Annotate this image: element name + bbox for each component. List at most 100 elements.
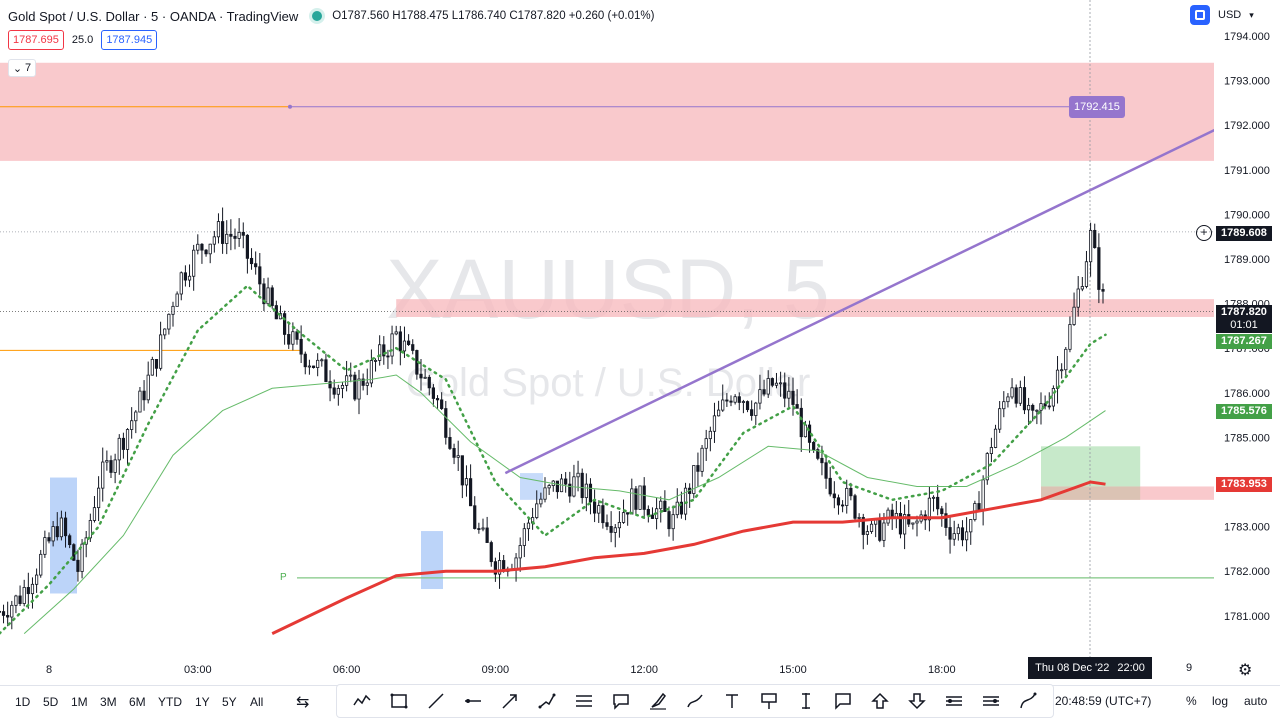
buy-button[interactable]: 1787.945: [101, 30, 158, 50]
candle-body: [696, 465, 700, 472]
candle-body: [671, 514, 675, 530]
arrow-down-tool-icon[interactable]: [906, 690, 928, 712]
timeframe-ytd-button[interactable]: YTD: [158, 695, 182, 709]
text-tool-icon[interactable]: [721, 690, 743, 712]
price-tick-label: 1783.000: [1224, 522, 1270, 534]
candle-body: [0, 610, 2, 613]
spread-value: 25.0: [71, 34, 94, 46]
percent-scale-toggle[interactable]: %: [1186, 694, 1197, 708]
candle-body: [130, 420, 134, 430]
timeframe-3m-button[interactable]: 3M: [100, 695, 117, 709]
candle-body: [80, 543, 84, 572]
bar-countdown: 01:01: [1230, 319, 1258, 331]
clock-timezone[interactable]: 20:48:59 (UTC+7): [1055, 694, 1152, 708]
candle-body: [138, 390, 142, 413]
candle-body: [406, 340, 411, 345]
time-tick-label: 8: [46, 664, 52, 676]
highlighter-tool-icon[interactable]: [684, 690, 706, 712]
candle-body: [1097, 247, 1101, 290]
currency-select[interactable]: USD: [1218, 9, 1242, 21]
candle-body: [431, 387, 436, 399]
add-alert-icon[interactable]: +: [1196, 225, 1212, 241]
candle-body: [493, 561, 498, 575]
price-tick-label: 1794.000: [1224, 31, 1270, 43]
gear-icon[interactable]: ⚙: [1238, 662, 1253, 679]
symbol-title[interactable]: Gold Spot / U.S. Dollar · 5 · OANDA · Tr…: [8, 8, 299, 24]
price-note-tool-icon[interactable]: [758, 690, 780, 712]
arrow-up-tool-icon[interactable]: [869, 690, 891, 712]
trendline-price-tag[interactable]: 1792.415: [1069, 96, 1125, 118]
candle-body: [1014, 387, 1018, 404]
timeframe-all-button[interactable]: All: [250, 695, 264, 709]
highlight-box-3: [520, 473, 543, 500]
candle-body: [287, 334, 291, 345]
path-tool-icon[interactable]: [536, 690, 558, 712]
candle-body: [1010, 387, 1014, 398]
candle-body: [779, 382, 783, 385]
horizontal-ray-tool-icon[interactable]: [462, 690, 484, 712]
timeframe-5d-button[interactable]: 5D: [43, 695, 59, 709]
candle-body: [254, 263, 258, 268]
candle-body: [187, 275, 192, 281]
candle-body: [824, 462, 828, 479]
comment-tool-icon[interactable]: [832, 690, 854, 712]
candle-body: [295, 331, 299, 340]
candle-body: [233, 235, 237, 239]
candle-body: [766, 378, 770, 395]
object-tree-icon[interactable]: [1190, 5, 1210, 25]
candle-body: [216, 221, 221, 238]
timeframe-6m-button[interactable]: 6M: [129, 695, 146, 709]
candle-body: [721, 399, 725, 411]
candle-body: [717, 409, 721, 417]
candle-body: [378, 344, 382, 361]
candle-body: [398, 331, 402, 352]
timeframe-1m-button[interactable]: 1M: [71, 695, 88, 709]
candle-body: [105, 460, 109, 463]
candle-body: [468, 478, 473, 507]
candle-body: [497, 560, 502, 575]
candle-body: [344, 375, 349, 386]
candle-body: [125, 429, 130, 450]
candle-body: [183, 272, 187, 281]
indicators-toggle-button[interactable]: ⌄ 7: [8, 59, 36, 77]
candle-body: [849, 487, 853, 497]
callout-tool-icon[interactable]: [610, 690, 632, 712]
candle-body: [944, 513, 948, 528]
auto-scale-toggle[interactable]: auto: [1244, 694, 1268, 708]
brush-tool-icon[interactable]: [647, 690, 669, 712]
candle-body: [109, 460, 113, 473]
date-range-icon[interactable]: ⇆: [296, 694, 310, 711]
candle-body: [733, 396, 737, 403]
candle-body: [274, 305, 278, 320]
trend-line-tool-icon[interactable]: [425, 690, 447, 712]
ma-red-price-tag: 1783.953: [1216, 477, 1272, 492]
candle-body: [1031, 404, 1035, 411]
candle-body: [63, 517, 68, 537]
long-position-tool-icon[interactable]: [943, 690, 965, 712]
curve-tool-icon[interactable]: [1017, 690, 1039, 712]
candle-body: [158, 334, 163, 369]
arrow-line-tool-icon[interactable]: [499, 690, 521, 712]
timeframe-1y-button[interactable]: 1Y: [195, 695, 210, 709]
candle-body: [320, 359, 324, 362]
short-position-tool-icon[interactable]: [980, 690, 1002, 712]
candle-body: [762, 389, 766, 395]
candle-body: [1035, 409, 1039, 412]
price-tick-label: 1790.000: [1224, 209, 1270, 221]
log-scale-toggle[interactable]: log: [1212, 694, 1229, 708]
candle-body: [171, 305, 175, 315]
candle-body: [489, 542, 493, 563]
zigzag-tool-icon[interactable]: [351, 690, 373, 712]
rectangle-tool-icon[interactable]: [388, 690, 410, 712]
candle-body: [311, 365, 316, 369]
time-tick-label: 09:00: [482, 664, 510, 676]
timeframe-5y-button[interactable]: 5Y: [222, 695, 237, 709]
parallel-channel-tool-icon[interactable]: [573, 690, 595, 712]
candle-body: [700, 447, 704, 472]
date-range-tool-icon[interactable]: [795, 690, 817, 712]
timeframe-1d-button[interactable]: 1D: [15, 695, 31, 709]
sell-button[interactable]: 1787.695: [8, 30, 64, 50]
chevron-down-icon: ▾: [1249, 9, 1254, 20]
chevron-down-icon: ⌄: [12, 62, 23, 75]
